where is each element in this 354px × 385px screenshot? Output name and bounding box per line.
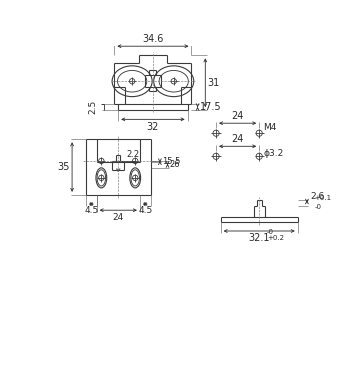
Text: 24: 24 — [232, 134, 244, 144]
Text: 24: 24 — [232, 111, 244, 121]
Polygon shape — [116, 169, 120, 172]
Text: M4: M4 — [263, 122, 276, 132]
Text: 15.5: 15.5 — [162, 157, 181, 166]
Text: -0: -0 — [267, 229, 274, 235]
Text: 24: 24 — [113, 213, 124, 221]
Text: 4.5: 4.5 — [138, 206, 152, 215]
Text: 32: 32 — [147, 122, 159, 132]
Text: 34.6: 34.6 — [142, 34, 164, 44]
Text: 32.1: 32.1 — [249, 233, 270, 243]
Text: -0: -0 — [315, 204, 322, 210]
Text: 4.5: 4.5 — [84, 206, 98, 215]
Text: 2.6: 2.6 — [310, 192, 324, 201]
Text: 26: 26 — [170, 160, 181, 169]
Text: 2.5: 2.5 — [88, 100, 97, 114]
Text: 2.2: 2.2 — [126, 150, 139, 159]
Text: ϕ3.2: ϕ3.2 — [263, 149, 283, 158]
Text: 31: 31 — [207, 78, 220, 88]
Text: 35: 35 — [57, 162, 70, 172]
Text: +0.2: +0.2 — [267, 235, 284, 241]
Text: 17.5: 17.5 — [200, 102, 222, 112]
Text: +0.1: +0.1 — [315, 194, 332, 201]
